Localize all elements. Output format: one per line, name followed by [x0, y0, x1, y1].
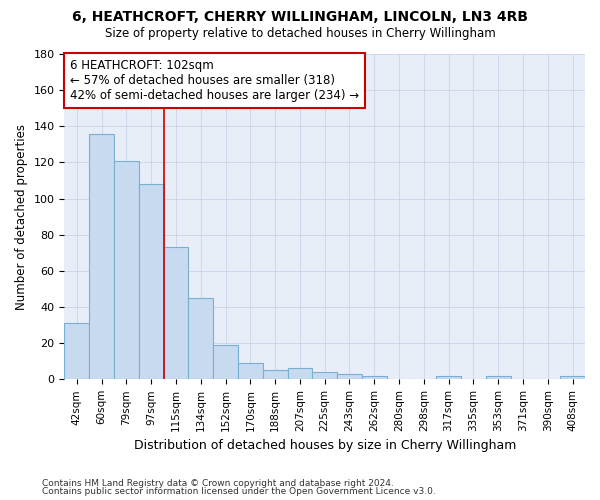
- Bar: [114, 160, 139, 380]
- Text: Contains HM Land Registry data © Crown copyright and database right 2024.: Contains HM Land Registry data © Crown c…: [42, 478, 394, 488]
- Y-axis label: Number of detached properties: Number of detached properties: [15, 124, 28, 310]
- Text: Contains public sector information licensed under the Open Government Licence v3: Contains public sector information licen…: [42, 487, 436, 496]
- Bar: [486, 376, 511, 380]
- Text: 6 HEATHCROFT: 102sqm
← 57% of detached houses are smaller (318)
42% of semi-deta: 6 HEATHCROFT: 102sqm ← 57% of detached h…: [70, 59, 359, 102]
- Bar: [188, 298, 213, 380]
- Bar: [64, 324, 89, 380]
- Bar: [164, 248, 188, 380]
- Bar: [139, 184, 164, 380]
- Bar: [213, 345, 238, 380]
- X-axis label: Distribution of detached houses by size in Cherry Willingham: Distribution of detached houses by size …: [134, 440, 516, 452]
- Bar: [560, 376, 585, 380]
- Text: Size of property relative to detached houses in Cherry Willingham: Size of property relative to detached ho…: [104, 28, 496, 40]
- Bar: [337, 374, 362, 380]
- Bar: [362, 376, 386, 380]
- Bar: [89, 134, 114, 380]
- Bar: [263, 370, 287, 380]
- Bar: [436, 376, 461, 380]
- Bar: [313, 372, 337, 380]
- Text: 6, HEATHCROFT, CHERRY WILLINGHAM, LINCOLN, LN3 4RB: 6, HEATHCROFT, CHERRY WILLINGHAM, LINCOL…: [72, 10, 528, 24]
- Bar: [287, 368, 313, 380]
- Bar: [238, 363, 263, 380]
